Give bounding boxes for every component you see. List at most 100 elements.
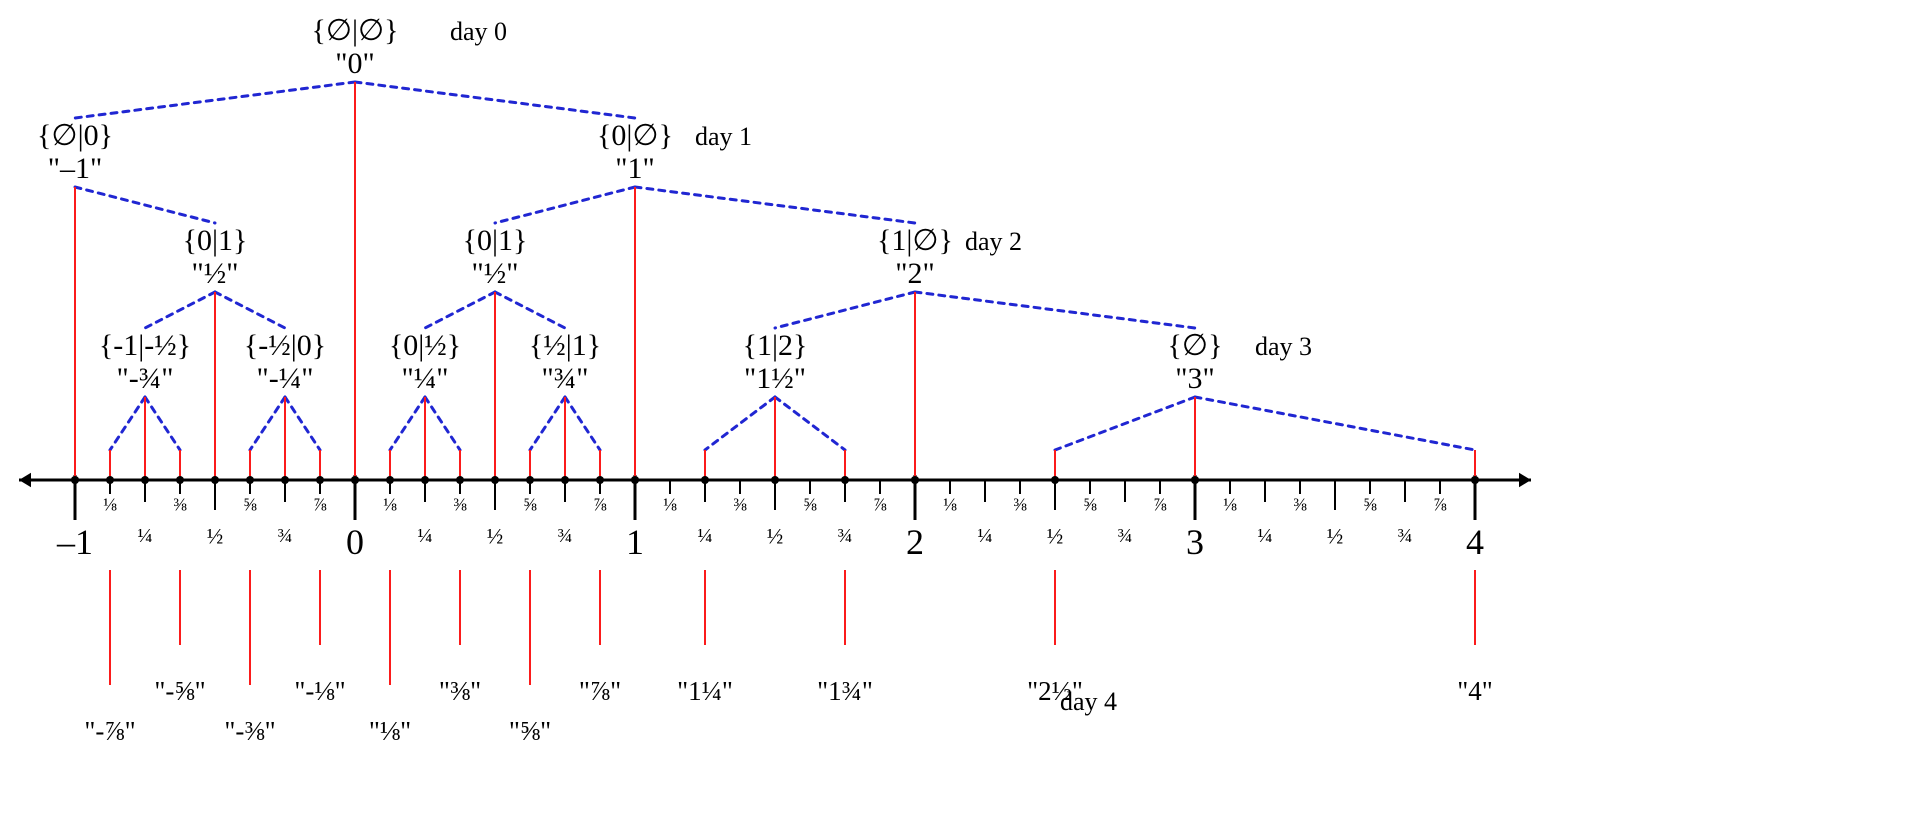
- node-name-label-day4: "4": [1457, 676, 1493, 706]
- node-set-label: {1|∅}: [877, 224, 953, 257]
- tick-dot: [456, 476, 464, 484]
- tick-label-fraction: ⅛: [103, 495, 117, 515]
- day-label: day 4: [1060, 687, 1117, 716]
- tick-label-fraction: ¾: [838, 525, 853, 547]
- node-name-label-day4: "⅞": [579, 676, 621, 706]
- tick-dot: [211, 476, 219, 484]
- tick-label-fraction: ⅞: [313, 495, 327, 515]
- tick-label-fraction: ¾: [1118, 525, 1133, 547]
- tick-label-integer: 3: [1186, 522, 1204, 562]
- node-name-label: "1½": [744, 362, 806, 395]
- tick-label-integer: 0: [346, 522, 364, 562]
- tick-dot: [526, 476, 534, 484]
- tick-label-fraction: ¼: [418, 525, 433, 547]
- tick-dot: [911, 476, 919, 484]
- tick-dot: [421, 476, 429, 484]
- tick-label-fraction: ⅞: [1433, 495, 1447, 515]
- tick-label-fraction: ⅝: [523, 495, 537, 515]
- tick-label-fraction: ⅝: [1363, 495, 1377, 515]
- tick-dot: [351, 476, 359, 484]
- node-name-label: "-¾": [117, 362, 174, 395]
- tick-dot: [71, 476, 79, 484]
- node-set-label: {∅|0}: [37, 119, 113, 152]
- tick-label-fraction: ¼: [1258, 525, 1273, 547]
- node-name-label: "¾": [542, 362, 589, 395]
- tick-label-fraction: ⅞: [873, 495, 887, 515]
- tick-label-fraction: ⅝: [243, 495, 257, 515]
- day-label: day 3: [1255, 332, 1312, 361]
- node-set-label: {-½|0}: [244, 329, 326, 362]
- tick-label-fraction: ¾: [278, 525, 293, 547]
- node-set-label: {1|2}: [743, 329, 808, 362]
- surreal-number-tree-diagram: –101234⅛¼⅜½⅝¾⅞⅛¼⅜½⅝¾⅞⅛¼⅜½⅝¾⅞⅛¼⅜½⅝¾⅞⅛¼⅜½⅝…: [0, 0, 1920, 840]
- day-label: day 2: [965, 227, 1022, 256]
- node-name-label-day4: "⅝": [509, 716, 551, 746]
- tick-label-fraction: ⅜: [453, 495, 467, 515]
- node-set-label: {0|½}: [389, 329, 461, 362]
- tick-label-fraction: ⅛: [943, 495, 957, 515]
- tick-label-fraction: ½: [767, 523, 784, 548]
- node-name-label-day4: "-⅛": [294, 676, 345, 706]
- node-name-label: "1": [615, 152, 655, 185]
- node-name-label-day4: "⅛": [369, 716, 411, 746]
- tick-label-fraction: ⅛: [383, 495, 397, 515]
- tick-label-integer: 4: [1466, 522, 1484, 562]
- tick-dot: [281, 476, 289, 484]
- tick-label-fraction: ⅛: [1223, 495, 1237, 515]
- tick-label-fraction: ½: [1327, 523, 1344, 548]
- tick-dot: [246, 476, 254, 484]
- tick-dot: [106, 476, 114, 484]
- node-set-label: {0|1}: [463, 224, 528, 257]
- tick-label-fraction: ⅝: [1083, 495, 1097, 515]
- node-name-label: "¼": [402, 362, 449, 395]
- node-name-label-day4: "-⅜": [224, 716, 275, 746]
- node-name-label-day4: "1¾": [817, 676, 873, 706]
- tick-label-integer: 2: [906, 522, 924, 562]
- tick-label-fraction: ⅜: [1293, 495, 1307, 515]
- node-set-label: {½|1}: [529, 329, 601, 362]
- tick-label-integer: –1: [56, 522, 93, 562]
- tick-dot: [701, 476, 709, 484]
- tick-label-fraction: ⅞: [593, 495, 607, 515]
- node-set-label: {0|1}: [183, 224, 248, 257]
- tick-label-fraction: ½: [1047, 523, 1064, 548]
- tick-label-fraction: ⅞: [1153, 495, 1167, 515]
- tick-label-fraction: ⅜: [1013, 495, 1027, 515]
- tick-label-fraction: ¾: [1398, 525, 1413, 547]
- tick-dot: [1191, 476, 1199, 484]
- tick-dot: [1051, 476, 1059, 484]
- tick-dot: [1471, 476, 1479, 484]
- tick-dot: [491, 476, 499, 484]
- node-name-label: "½": [192, 257, 239, 290]
- tick-label-fraction: ⅜: [173, 495, 187, 515]
- tick-label-fraction: ⅜: [733, 495, 747, 515]
- tick-dot: [316, 476, 324, 484]
- node-name-label-day4: "⅜": [439, 676, 481, 706]
- tick-dot: [841, 476, 849, 484]
- tick-dot: [141, 476, 149, 484]
- tick-label-fraction: ⅝: [803, 495, 817, 515]
- tick-dot: [561, 476, 569, 484]
- node-name-label: "0": [335, 47, 375, 80]
- node-name-label-day4: "-⅞": [84, 716, 135, 746]
- tick-dot: [386, 476, 394, 484]
- node-set-label: {∅|∅}: [311, 14, 398, 47]
- day-label: day 1: [695, 122, 752, 151]
- tick-label-fraction: ¼: [138, 525, 153, 547]
- node-name-label: "3": [1175, 362, 1215, 395]
- node-name-label: "½": [472, 257, 519, 290]
- node-name-label: "–1": [48, 152, 103, 185]
- tick-label-fraction: ¾: [558, 525, 573, 547]
- tick-label-fraction: ¼: [698, 525, 713, 547]
- tick-dot: [631, 476, 639, 484]
- node-name-label-day4: "-⅝": [154, 676, 205, 706]
- node-name-label-day4: "1¼": [677, 676, 733, 706]
- tick-dot: [596, 476, 604, 484]
- tick-label-fraction: ¼: [978, 525, 993, 547]
- node-name-label: "-¼": [257, 362, 314, 395]
- node-name-label: "2": [895, 257, 935, 290]
- node-set-label: {-1|-½}: [99, 329, 191, 362]
- tick-dot: [771, 476, 779, 484]
- tick-label-fraction: ½: [487, 523, 504, 548]
- tick-label-fraction: ½: [207, 523, 224, 548]
